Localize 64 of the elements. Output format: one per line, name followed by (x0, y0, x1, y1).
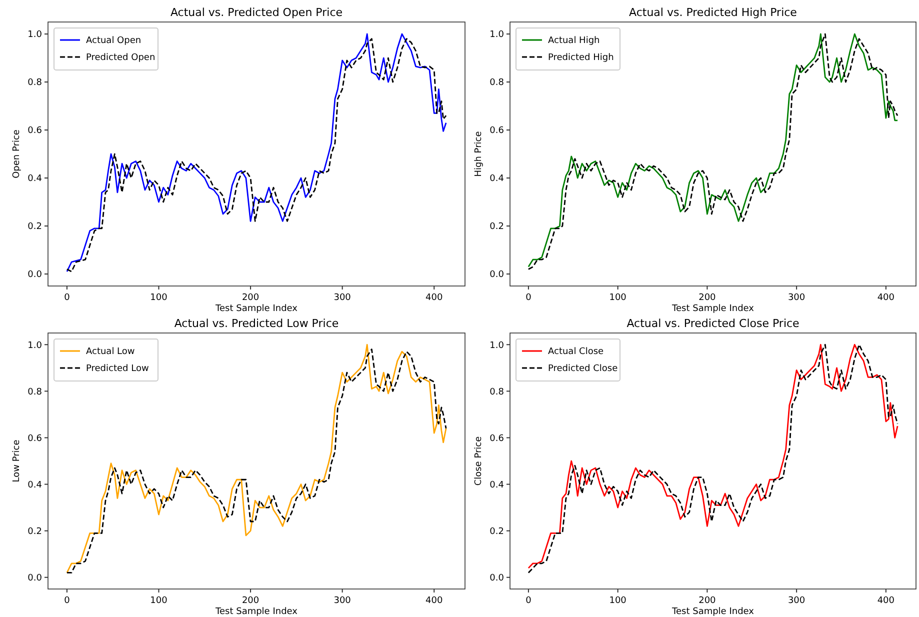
x-tick-label: 400 (877, 293, 895, 303)
x-tick-label: 100 (150, 596, 168, 606)
y-tick-label: 0.8 (28, 78, 42, 88)
y-tick-label: 0.0 (28, 574, 42, 584)
legend-label: Actual High (548, 36, 600, 46)
x-axis-title: Test Sample Index (214, 607, 298, 617)
y-tick-label: 0.4 (490, 174, 504, 184)
legend-label: Predicted Open (86, 53, 156, 63)
y-tick-label: 0.0 (490, 270, 504, 280)
x-axis-title: Test Sample Index (671, 304, 755, 314)
y-tick-label: 1.0 (490, 30, 504, 40)
x-tick-label: 400 (877, 596, 895, 606)
y-tick-label: 0.2 (28, 527, 42, 538)
x-axis-title: Test Sample Index (671, 607, 755, 617)
x-tick-label: 300 (788, 596, 806, 606)
y-axis-title: Close Price (474, 436, 484, 486)
chart-title: Actual vs. Predicted Low Price (174, 317, 339, 330)
y-tick-label: 0.0 (28, 270, 42, 280)
y-tick-label: 0.0 (490, 574, 504, 584)
legend-label: Predicted High (548, 53, 614, 63)
x-tick-label: 100 (609, 293, 627, 303)
y-tick-label: 0.4 (490, 480, 504, 490)
y-tick-label: 1.0 (28, 30, 42, 40)
legend-label: Actual Open (86, 36, 142, 46)
x-tick-label: 300 (788, 293, 806, 303)
x-tick-label: 0 (64, 293, 70, 303)
y-tick-label: 1.0 (490, 340, 504, 351)
x-tick-label: 0 (526, 596, 532, 606)
y-axis-title: Open Price (12, 129, 22, 178)
y-tick-label: 0.2 (490, 222, 504, 232)
y-tick-label: 0.4 (28, 480, 42, 490)
chart-title: Actual vs. Predicted Close Price (626, 317, 800, 330)
y-tick-label: 0.2 (490, 527, 504, 538)
y-tick-label: 0.6 (490, 434, 504, 444)
y-tick-label: 0.6 (28, 434, 42, 444)
x-tick-label: 200 (698, 596, 716, 606)
x-axis-title: Test Sample Index (214, 304, 298, 314)
legend-label: Actual Low (86, 347, 135, 357)
x-tick-label: 200 (698, 293, 716, 303)
y-axis-title: High Price (474, 130, 484, 177)
y-tick-label: 0.6 (28, 126, 42, 136)
chart-title: Actual vs. Predicted Open Price (170, 6, 343, 19)
y-tick-label: 0.6 (490, 126, 504, 136)
legend-label: Predicted Close (548, 364, 618, 374)
y-tick-label: 0.4 (28, 174, 42, 184)
y-tick-label: 1.0 (28, 340, 42, 351)
x-tick-label: 200 (242, 596, 260, 606)
chart-title: Actual vs. Predicted High Price (629, 6, 798, 19)
x-tick-label: 300 (334, 596, 352, 606)
y-axis-title: Low Price (12, 439, 22, 482)
y-tick-label: 0.2 (28, 222, 42, 232)
x-tick-label: 400 (426, 596, 443, 606)
x-tick-label: 300 (334, 293, 352, 303)
y-tick-label: 0.8 (490, 78, 504, 88)
x-tick-label: 0 (526, 293, 532, 303)
x-tick-label: 200 (242, 293, 260, 303)
x-tick-label: 400 (426, 293, 443, 303)
x-tick-label: 100 (609, 596, 627, 606)
legend-label: Actual Close (548, 347, 604, 357)
legend-label: Predicted Low (86, 364, 149, 374)
x-tick-label: 0 (64, 596, 70, 606)
y-tick-label: 0.8 (490, 387, 504, 398)
y-tick-label: 0.8 (28, 387, 42, 398)
x-tick-label: 100 (150, 293, 168, 303)
